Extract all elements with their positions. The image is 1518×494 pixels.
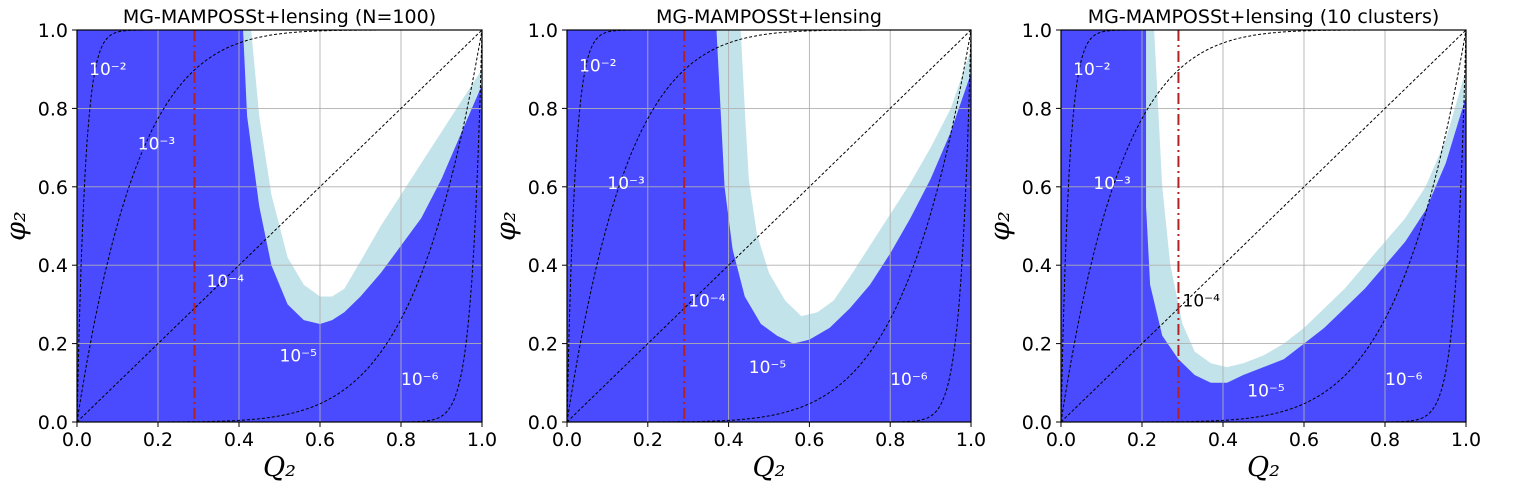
x-tick-label: 0.4 <box>713 429 743 451</box>
contour-line <box>1061 30 1466 422</box>
y-tick-label: 0.4 <box>38 255 68 277</box>
contour-line <box>567 30 971 422</box>
contour-line <box>567 30 971 422</box>
axes-frame <box>76 29 483 423</box>
y-tick-label: 0.2 <box>1022 334 1052 356</box>
contour-label: 10⁻² <box>1073 60 1110 80</box>
y-tick-label: 0.0 <box>38 412 68 434</box>
x-axis-label: Q₂ <box>753 452 786 483</box>
contour-line <box>77 30 482 422</box>
contour-line <box>1061 30 1466 422</box>
contour-label: 10⁻³ <box>1093 174 1130 194</box>
contour-label: 10⁻⁴ <box>207 272 245 292</box>
x-tick-label: 0.6 <box>794 429 824 451</box>
panel-mamposst-lensing: 10⁻² 10⁻³ 10⁻⁴ 10⁻⁵ 10⁻⁶ 0.0 0.2 0.4 0.6 0.8 1.0 0.… <box>491 6 986 483</box>
y-tick-label: 0.2 <box>38 334 68 356</box>
contour-label: 10⁻⁵ <box>749 358 786 378</box>
y-axis-label: φ₂ <box>491 211 522 241</box>
contour-label: 10⁻⁴ <box>1183 291 1221 311</box>
x-tick-label: 0.2 <box>1127 429 1157 451</box>
x-tick-label: 1.0 <box>956 429 986 451</box>
x-tick-label: 0.6 <box>1289 429 1319 451</box>
contour-label: 10⁻⁵ <box>1247 382 1284 402</box>
contour-line <box>567 30 971 422</box>
contour-label: 10⁻⁶ <box>401 370 439 390</box>
y-tick-label: 0.6 <box>528 177 558 199</box>
axes-frame <box>566 29 972 423</box>
x-tick-label: 1.0 <box>1451 429 1481 451</box>
allowed-region <box>740 30 971 317</box>
contour-label: 10⁻⁶ <box>1385 370 1423 390</box>
y-tick-label: 0.4 <box>528 255 558 277</box>
x-tick-label: 0.0 <box>552 429 582 451</box>
axes-frame <box>1060 29 1467 423</box>
x-tick-label: 0.8 <box>875 429 905 451</box>
x-tick-label: 0.2 <box>143 429 173 451</box>
contour-label: 10⁻² <box>89 60 126 80</box>
panel-mamposst-lensing-10-clusters: 10⁻² 10⁻³ 10⁻⁴ 10⁻⁵ 10⁻⁶ 0.0 0.2 0.4 0.6 0.8 1.0 0.… <box>985 6 1481 483</box>
contour-label: 10⁻⁵ <box>280 346 317 366</box>
y-tick-label: 1.0 <box>38 20 68 42</box>
allowed-region <box>251 30 482 297</box>
allowed-region <box>1154 30 1466 368</box>
x-axis-label: Q₂ <box>263 452 296 483</box>
x-tick-label: 0.2 <box>633 429 663 451</box>
y-axis-label: φ₂ <box>985 211 1016 241</box>
contour-label: 10⁻⁶ <box>890 370 928 390</box>
panel-mamposst-lensing-n100: 10⁻² 10⁻³ 10⁻⁴ 10⁻⁵ 10⁻⁶ 0.0 0.2 0.4 0.6 0.8 1.0 0.… <box>1 6 497 483</box>
contour-label: 10⁻³ <box>138 135 175 155</box>
y-tick-label: 0.8 <box>1022 98 1052 120</box>
contour-line <box>77 30 482 422</box>
y-tick-label: 0.4 <box>1022 255 1052 277</box>
contour-line <box>1061 30 1466 422</box>
y-tick-label: 0.6 <box>38 177 68 199</box>
y-tick-label: 1.0 <box>1022 20 1052 42</box>
chart-title: MG-MAMPOSSt+lensing (N=100) <box>123 6 436 28</box>
y-axis-label: φ₂ <box>1 211 32 241</box>
y-tick-label: 0.0 <box>528 412 558 434</box>
contour-label: 10⁻⁴ <box>688 291 726 311</box>
x-axis-label: Q₂ <box>1247 452 1280 483</box>
contour-label: 10⁻³ <box>607 174 644 194</box>
x-tick-label: 0.8 <box>386 429 416 451</box>
y-tick-label: 0.6 <box>1022 177 1052 199</box>
x-tick-label: 0.4 <box>224 429 254 451</box>
plot-area: 10⁻² 10⁻³ 10⁻⁴ 10⁻⁵ 10⁻⁶ <box>1061 30 1466 422</box>
x-tick-label: 0.0 <box>1046 429 1076 451</box>
chart-title: MG-MAMPOSSt+lensing <box>656 6 882 28</box>
y-tick-label: 0.0 <box>1022 412 1052 434</box>
x-tick-label: 0.4 <box>1208 429 1238 451</box>
x-tick-label: 0.8 <box>1370 429 1400 451</box>
x-tick-label: 0.6 <box>305 429 335 451</box>
plot-area: 10⁻² 10⁻³ 10⁻⁴ 10⁻⁵ 10⁻⁶ <box>567 30 971 422</box>
y-tick-label: 0.8 <box>528 98 558 120</box>
y-tick-label: 0.2 <box>528 334 558 356</box>
y-tick-label: 0.8 <box>38 98 68 120</box>
plot-area: 10⁻² 10⁻³ 10⁻⁴ 10⁻⁵ 10⁻⁶ <box>77 30 482 422</box>
y-tick-label: 1.0 <box>528 20 558 42</box>
contour-line <box>77 30 482 422</box>
contour-label: 10⁻² <box>579 56 616 76</box>
x-tick-label: 0.0 <box>62 429 92 451</box>
chart-title: MG-MAMPOSSt+lensing (10 clusters) <box>1088 6 1440 28</box>
x-tick-label: 1.0 <box>467 429 497 451</box>
